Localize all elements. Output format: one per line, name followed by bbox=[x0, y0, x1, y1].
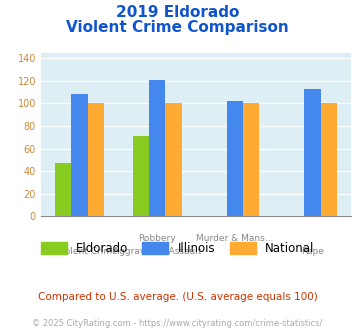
Text: © 2025 CityRating.com - https://www.cityrating.com/crime-statistics/: © 2025 CityRating.com - https://www.city… bbox=[32, 319, 323, 328]
Text: Aggravated Assault: Aggravated Assault bbox=[113, 248, 202, 256]
Bar bbox=[165, 104, 182, 216]
Text: Compared to U.S. average. (U.S. average equals 100): Compared to U.S. average. (U.S. average … bbox=[38, 292, 317, 302]
Text: All Violent Crime: All Violent Crime bbox=[42, 248, 118, 256]
Text: Robbery: Robbery bbox=[138, 234, 176, 243]
Text: Murder & Mans...: Murder & Mans... bbox=[196, 234, 274, 243]
Bar bbox=[305, 89, 321, 216]
Bar bbox=[227, 101, 243, 216]
Legend: Eldorado, Illinois, National: Eldorado, Illinois, National bbox=[36, 237, 319, 260]
Bar bbox=[88, 104, 104, 216]
Bar bbox=[149, 80, 165, 216]
Text: 2019 Eldorado: 2019 Eldorado bbox=[116, 5, 239, 20]
Text: Rape: Rape bbox=[301, 248, 324, 256]
Bar bbox=[133, 136, 149, 216]
Bar bbox=[243, 104, 260, 216]
Bar bbox=[71, 94, 88, 216]
Bar bbox=[55, 163, 71, 216]
Bar bbox=[321, 104, 337, 216]
Text: Violent Crime Comparison: Violent Crime Comparison bbox=[66, 20, 289, 35]
